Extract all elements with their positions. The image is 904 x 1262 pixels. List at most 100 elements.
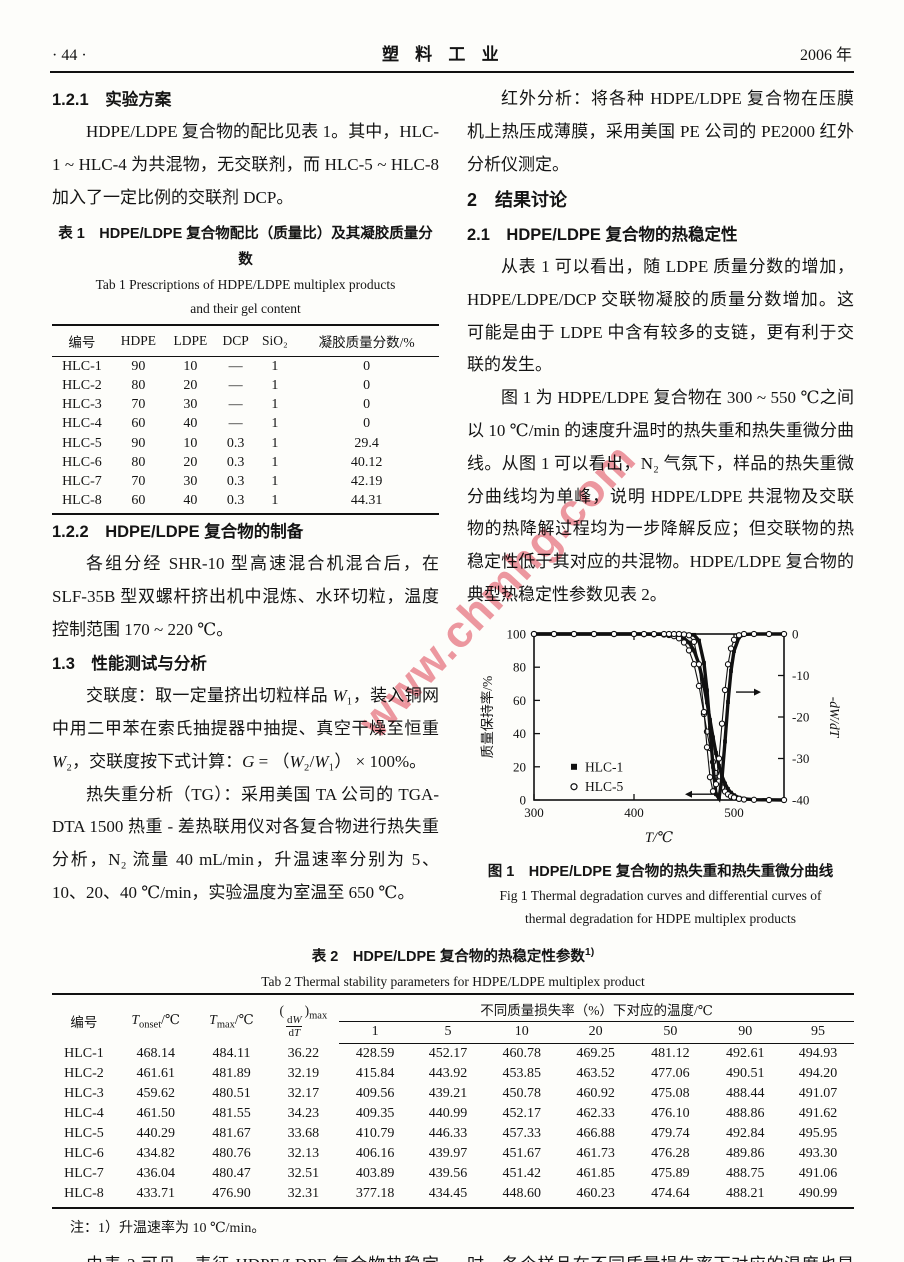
table-cell: 448.60 [484, 1184, 559, 1210]
tg-analysis-paragraph: 热失重分析（TG）：采用美国 TA 公司的 TGA-DTA 1500 热重 - … [52, 784, 439, 902]
table1-title-en-line1: Tab 1 Prescriptions of HDPE/LDPE multipl… [95, 276, 396, 292]
table-row: HLC-1 468.14 484.11 36.22 428.59 452.17 460.78… [52, 1044, 854, 1065]
column-header: LDPE [164, 324, 216, 358]
table-cell: HLC-2 [64, 1066, 104, 1082]
svg-text:-30: -30 [792, 751, 809, 766]
table-cell: 461.73 [576, 1146, 615, 1162]
table-cell: HLC-6 [64, 1146, 104, 1162]
table-row: HLC-5 440.29 481.67 33.68 410.79 446.33 457.33… [52, 1124, 854, 1144]
table-cell: 70 [131, 473, 146, 489]
table-cell: 457.33 [502, 1126, 542, 1142]
table-cell: 44.31 [294, 491, 439, 516]
table-cell: 409.56 [355, 1086, 395, 1102]
table-cell: 80 [131, 454, 146, 470]
table-cell: 490.51 [725, 1066, 765, 1082]
table-row: HLC-5 90 10 0.3 1 29.4 [52, 434, 439, 453]
table-cell: 469.25 [576, 1046, 615, 1062]
section-2-heading: 2 结果讨论 [467, 190, 568, 211]
table-row: HLC-7 70 30 0.3 1 42.19 [52, 472, 439, 491]
page-header: · 44 · 塑 料 工 业 2006 年 [0, 0, 904, 71]
crosslink-degree-paragraph: 交联度：取一定量挤出切粒样品 W₁，装入铜网中用二甲苯在索氏抽提器中抽提、真空干… [52, 686, 439, 771]
table2-title-cn: 表 2 HDPE/LDPE 复合物的热稳定性参数1) [52, 943, 854, 970]
column-header: HDPE [111, 324, 165, 358]
svg-text:0: 0 [519, 792, 526, 807]
column-header-tmax: Tmax/℃ [195, 993, 268, 1044]
column-header: 凝胶质量分数/% [294, 324, 439, 358]
table-row: HLC-8 60 40 0.3 1 44.31 [52, 491, 439, 516]
table-cell: 40.12 [350, 454, 383, 470]
section-1-2-1-paragraph: HDPE/LDPE 复合物的配比见表 1。其中，HLC-1 ~ HLC-4 为共… [52, 122, 439, 207]
table-cell: 80 [131, 377, 146, 393]
table-cell: 480.76 [212, 1146, 251, 1162]
table2: 编号 Tonset/℃ Tmax/℃ (dW dT)max 不同质量损失率（%）下… [52, 993, 854, 1210]
table-cell: 1 [271, 435, 279, 451]
table1-title-en-line2: and their gel content [190, 300, 301, 316]
table-cell: 32.51 [287, 1166, 320, 1182]
table-row: HLC-4 461.50 481.55 34.23 409.35 440.99 452.17… [52, 1104, 854, 1124]
table-cell: 491.07 [798, 1086, 838, 1102]
table-cell: HLC-1 [64, 1045, 104, 1061]
table2-section: 表 2 HDPE/LDPE 复合物的热稳定性参数1) Tab 2 Thermal… [0, 931, 904, 1238]
column-subheader: 95 [782, 1021, 854, 1045]
table-cell: 481.55 [212, 1106, 251, 1122]
svg-text:500: 500 [724, 805, 744, 820]
table-cell: 461.50 [136, 1106, 175, 1122]
table-cell: 446.33 [428, 1126, 468, 1142]
table-cell: 90 [131, 435, 146, 451]
figure1-caption-en-line2: thermal degradation for HDPE multiplex p… [524, 910, 797, 926]
column-header: 编号 [52, 324, 112, 358]
table-cell: 1 [255, 491, 295, 516]
table-cell: 466.88 [576, 1126, 615, 1142]
table1-title-cn: 表 1 HDPE/LDPE 复合物配比（质量比）及其凝胶质量分数 [58, 225, 433, 268]
table-cell: 443.92 [428, 1066, 468, 1082]
axis-direction-arrows [684, 688, 761, 798]
table-cell: HLC-5 [64, 1126, 104, 1142]
table-cell: HLC-7 [62, 473, 102, 489]
table-cell: 461.85 [576, 1166, 615, 1182]
table-row: HLC-1 90 10—1 0 [52, 357, 439, 377]
bottom-left-column: 由表 2 可见，表征 HDPE/LDPE 复合物热稳定性的两个重要参数起始热分解… [52, 1249, 439, 1262]
table-cell: 488.21 [708, 1184, 783, 1210]
column-subheader: 20 [558, 1021, 633, 1045]
table-cell: — [228, 416, 243, 432]
table-cell: 459.62 [136, 1086, 175, 1102]
table-cell: HLC-6 [62, 454, 102, 470]
table-cell: 40 [183, 416, 198, 432]
column-subheader: 5 [411, 1021, 485, 1045]
table-cell: 460.78 [502, 1046, 542, 1062]
table-cell: 29.4 [354, 435, 379, 451]
table-cell: 440.99 [428, 1106, 468, 1122]
table-cell: 36.22 [287, 1045, 320, 1061]
table-cell: 0 [363, 377, 371, 393]
ir-analysis-paragraph: 红外分析：将各种 HDPE/LDPE 复合物在压膜机上热压成薄膜，采用美国 PE… [467, 89, 854, 174]
svg-text:0: 0 [792, 626, 799, 641]
table-cell: 60 [111, 491, 165, 516]
journal-title: 塑 料 工 业 [381, 45, 505, 64]
table-row: HLC-7 436.04 480.47 32.51 403.89 439.56 451.42… [52, 1164, 854, 1184]
column-header-tonset: Tonset/℃ [115, 993, 196, 1044]
table-cell: HLC-5 [62, 435, 102, 451]
table-row: HLC-2 461.61 481.89 32.19 415.84 443.92 453.85… [52, 1064, 854, 1084]
column-subheader: 10 [484, 1021, 559, 1045]
column-subheader: 90 [708, 1021, 783, 1045]
table-row: HLC-3 459.62 480.51 32.17 409.56 439.21 450.78… [52, 1084, 854, 1104]
table-cell: 493.30 [798, 1146, 838, 1162]
table-cell: 479.74 [651, 1126, 690, 1142]
table2-title-footnote-marker: 1) [584, 945, 595, 958]
table-cell: 403.89 [355, 1166, 395, 1182]
series-hlc-1-dtg [531, 631, 786, 803]
section-1-2-2-heading: 1.2.2 HDPE/LDPE 复合物的制备 [52, 523, 304, 542]
column-header-dwdt: (dW dT)max [267, 993, 340, 1044]
section-1-2-2-paragraph: 各组分经 SHR-10 型高速混合机混合后，在 SLF-35B 型双螺杆挤出机中… [52, 554, 439, 640]
section-1-3-heading: 1.3 性能测试与分析 [52, 654, 207, 673]
table-cell: 34.23 [287, 1106, 320, 1122]
table-cell: — [228, 358, 243, 374]
section-2-1-paragraph1: 从表 1 可以看出，随 LDPE 质量分数的增加，HDPE/LDPE/DCP 交… [467, 256, 854, 375]
table-cell: 434.82 [136, 1146, 175, 1162]
table-cell: 32.31 [267, 1184, 340, 1210]
svg-text:-dW/dT: -dW/dT [827, 696, 842, 738]
table-cell: 439.97 [428, 1146, 468, 1162]
bottom-columns: 由表 2 可见，表征 HDPE/LDPE 复合物热稳定性的两个重要参数起始热分解… [0, 1237, 904, 1262]
table-cell: 450.78 [502, 1086, 542, 1102]
table-cell: 476.28 [651, 1146, 690, 1162]
